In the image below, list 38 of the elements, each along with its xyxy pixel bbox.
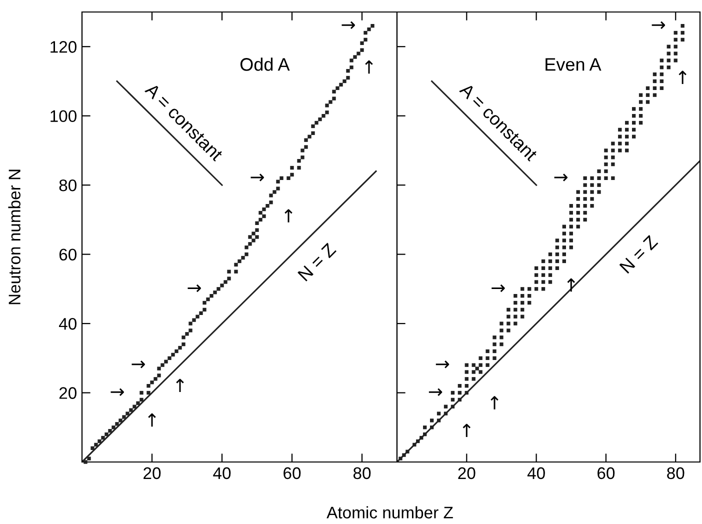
annotation: → — [188, 284, 201, 292]
y-tick-label: 60 — [59, 248, 76, 261]
annotation: → — [250, 174, 264, 182]
annotation: ↑ — [490, 396, 498, 410]
x-tick-label: 20 — [458, 467, 476, 480]
annotation: → — [342, 21, 355, 30]
y-tick-label: 100 — [50, 110, 76, 122]
annotation: ↑ — [462, 424, 471, 438]
x-tick-label: 40 — [213, 467, 231, 480]
x-tick-label: 80 — [667, 467, 684, 480]
x-tick-label: 80 — [353, 467, 371, 480]
x-tick-label: 60 — [284, 467, 301, 480]
text: N = Z — [298, 242, 336, 282]
x-axis-title: Atomic number Z — [326, 506, 453, 518]
y-tick-label: 40 — [58, 318, 76, 330]
annotation: ↑ — [365, 60, 373, 74]
annotation: ↑ — [176, 378, 184, 392]
annotation: ↑ — [284, 209, 292, 222]
annotation: → — [554, 174, 568, 182]
annotation: → — [132, 360, 145, 368]
text: Odd A — [240, 58, 290, 71]
text: Even A — [546, 58, 602, 71]
annotation: ↑ — [567, 278, 575, 292]
x-tick-label: 40 — [527, 467, 545, 480]
y-tick-label: 120 — [50, 41, 76, 53]
annotation: → — [428, 388, 442, 396]
y-axis-title: Neutron number N — [8, 170, 20, 304]
x-tick-label: 20 — [144, 467, 161, 480]
annotation: → — [110, 388, 124, 396]
annotation: ↑ — [148, 413, 156, 427]
annotation: → — [436, 360, 450, 368]
y-tick-label: 20 — [59, 387, 76, 399]
annotation: ↑ — [678, 70, 686, 84]
annotation: → — [652, 21, 666, 30]
text: N = Z — [619, 234, 658, 274]
annotation: → — [492, 284, 505, 292]
x-tick-label: 60 — [598, 467, 615, 480]
y-tick-label: 80 — [59, 179, 76, 192]
